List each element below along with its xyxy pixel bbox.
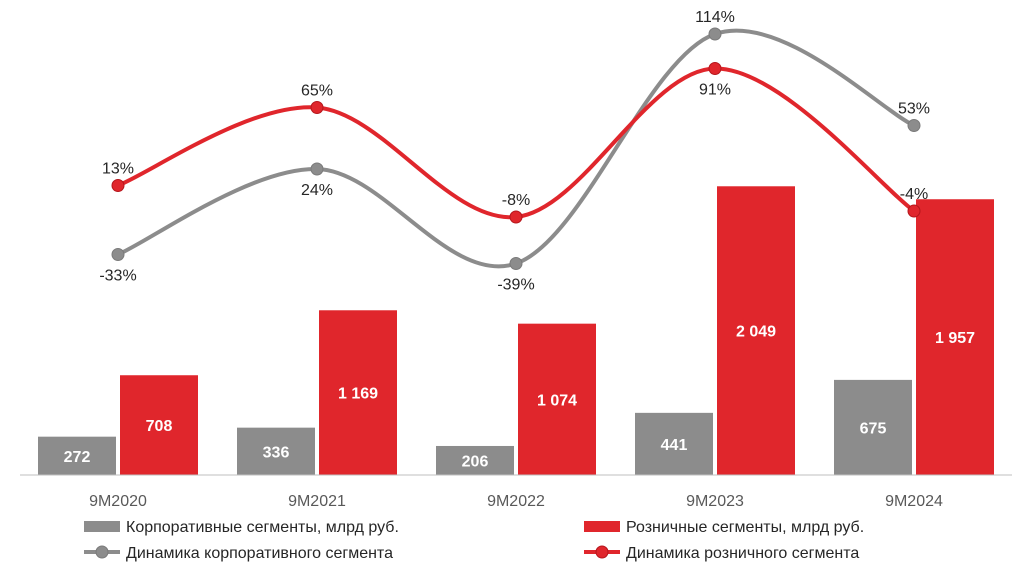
corporate-bar-label-9M2023: 441 — [661, 437, 688, 454]
bars-layer: 272 336 206 441 675 708 1 169 1 074 2 049 1 957 — [38, 186, 994, 475]
retail-bar-9M2021 — [319, 310, 397, 475]
legend-corporate-bars-label: Корпоративные сегменты, млрд руб. — [126, 519, 399, 536]
retail-dynamics-label-9M2021: 65% — [301, 83, 333, 100]
retail-dynamics-label-9M2024: -4% — [900, 186, 928, 203]
corporate-bar-label-9M2024: 675 — [860, 420, 887, 437]
legend: Корпоративные сегменты, млрд руб. Розничн… — [84, 519, 864, 562]
corporate-dynamics-label-9M2020: -33% — [99, 268, 136, 285]
x-tick-label-9M2020: 9M2020 — [89, 493, 147, 510]
corporate-dynamics-point-9M2022 — [509, 257, 523, 270]
retail-bar-9M2022 — [518, 323, 596, 475]
corporate-bar-9M2021 — [237, 427, 315, 475]
retail-dynamics-point-9M2024 — [907, 204, 921, 218]
corporate-dynamics-point-9M2023 — [708, 27, 722, 41]
corporate-dynamics-point-9M2020 — [111, 248, 125, 261]
retail-bar-label-9M2023: 2 049 — [736, 324, 776, 341]
corporate-dynamics-label-9M2024: 53% — [898, 101, 930, 118]
corporate-bar-9M2023 — [635, 412, 713, 475]
corporate-bar-9M2022 — [436, 445, 514, 475]
retail-bar-label-9M2022: 1 074 — [537, 392, 577, 409]
legend-corporate-bars-swatch — [84, 521, 120, 532]
retail-bar-label-9M2021: 1 169 — [338, 386, 378, 403]
retail-dynamics-label-9M2020: 13% — [102, 161, 134, 178]
corporate-dynamics-point-9M2024 — [907, 119, 921, 132]
retail-dynamics-point-9M2023 — [708, 62, 722, 75]
x-tick-label-9M2024: 9M2024 — [885, 493, 943, 510]
retail-dynamics-label-9M2023: 91% — [699, 82, 731, 99]
x-tick-label-9M2021: 9M2021 — [288, 493, 346, 510]
retail-dynamics-point-9M2021 — [310, 101, 324, 114]
corporate-dynamics-point-9M2021 — [310, 162, 324, 176]
corporate-bar-label-9M2022: 206 — [462, 453, 489, 470]
retail-bar-9M2024 — [916, 199, 994, 475]
x-tick-labels: 9M2020 9M2021 9M2022 9M2023 9M2024 — [89, 493, 943, 510]
corporate-dynamics-label-9M2021: 24% — [301, 182, 333, 199]
legend-retail-line-label: Динамика розничного сегмента — [626, 545, 859, 562]
x-tick-label-9M2023: 9M2023 — [686, 493, 744, 510]
legend-corporate-line-swatch-marker — [95, 545, 109, 559]
retail-dynamics-point-9M2020 — [111, 179, 125, 192]
lines-layer: -33% 24% -39% 114% 53% 13% 65% -8% 91% -4% — [99, 9, 930, 294]
retail-dynamics-point-9M2022 — [509, 210, 523, 224]
corporate-dynamics-label-9M2022: -39% — [497, 277, 534, 294]
legend-retail-bars-label: Розничные сегменты, млрд руб. — [626, 519, 864, 536]
retail-bar-9M2023 — [717, 186, 795, 475]
retail-bar-label-9M2024: 1 957 — [935, 330, 975, 347]
corporate-bar-9M2024 — [834, 379, 912, 475]
corporate-dynamics-label-9M2023: 114% — [695, 9, 735, 26]
retail-bar-9M2020 — [120, 375, 198, 475]
legend-retail-line-swatch-marker — [595, 545, 609, 559]
retail-bar-label-9M2020: 708 — [146, 418, 173, 435]
retail-dynamics-label-9M2022: -8% — [502, 192, 530, 209]
legend-corporate-line-label: Динамика корпоративного сегмента — [126, 545, 393, 562]
corporate-bar-9M2020 — [38, 436, 116, 475]
corporate-bar-label-9M2021: 336 — [263, 444, 290, 461]
legend-retail-bars-swatch — [584, 521, 620, 532]
x-tick-label-9M2022: 9M2022 — [487, 493, 545, 510]
corporate-bar-label-9M2020: 272 — [64, 449, 91, 466]
